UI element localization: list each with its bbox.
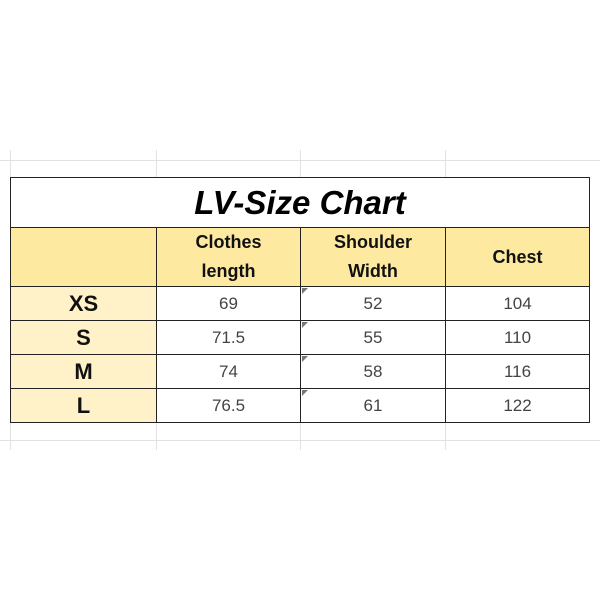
size-label: S <box>10 320 157 355</box>
header-chest: Chest <box>445 227 590 287</box>
table-row: XS 69 52 104 <box>10 286 590 321</box>
table-row: S 71.5 55 110 <box>10 320 590 355</box>
chart-title: LV-Size Chart <box>10 177 590 228</box>
shoulder-width-cell: 55 <box>300 320 446 355</box>
shoulder-width-cell: 52 <box>300 286 446 321</box>
table-row: L 76.5 61 122 <box>10 388 590 423</box>
chest-cell: 110 <box>445 320 590 355</box>
clothes-length-cell: 74 <box>156 354 301 389</box>
header-line: Shoulder <box>333 232 412 252</box>
header-line: Clothes <box>195 232 262 252</box>
table-row: M 74 58 116 <box>10 354 590 389</box>
size-label: L <box>10 388 157 423</box>
shoulder-width-cell: 61 <box>300 388 446 423</box>
clothes-length-cell: 76.5 <box>156 388 301 423</box>
size-chart-table: LV-Size Chart Clothes length Shoulder Widt… <box>10 177 590 423</box>
clothes-length-cell: 71.5 <box>156 320 301 355</box>
shoulder-width-cell: 58 <box>300 354 446 389</box>
clothes-length-cell: 69 <box>156 286 301 321</box>
header-shoulder-width: Shoulder Width <box>300 227 446 287</box>
chest-cell: 116 <box>445 354 590 389</box>
header-row: Clothes length Shoulder Width Chest <box>10 227 590 287</box>
chest-cell: 104 <box>445 286 590 321</box>
header-clothes-length: Clothes length <box>156 227 301 287</box>
size-label: M <box>10 354 157 389</box>
chest-cell: 122 <box>445 388 590 423</box>
size-label: XS <box>10 286 157 321</box>
header-line: length <box>201 261 256 281</box>
header-empty-cell <box>10 227 157 287</box>
header-line: Width <box>348 261 398 281</box>
